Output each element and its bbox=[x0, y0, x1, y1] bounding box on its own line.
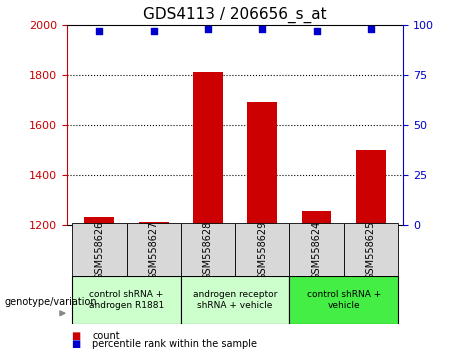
Text: percentile rank within the sample: percentile rank within the sample bbox=[92, 339, 257, 349]
Text: GSM558626: GSM558626 bbox=[95, 221, 104, 280]
Bar bbox=[72, 223, 127, 278]
Text: ■: ■ bbox=[71, 339, 81, 349]
Text: genotype/variation: genotype/variation bbox=[5, 297, 97, 307]
Text: androgen receptor
shRNA + vehicle: androgen receptor shRNA + vehicle bbox=[193, 290, 278, 310]
Bar bbox=[290, 276, 398, 324]
Text: GSM558627: GSM558627 bbox=[149, 221, 159, 280]
Bar bbox=[139, 222, 169, 225]
Bar bbox=[193, 72, 223, 225]
Text: count: count bbox=[92, 331, 120, 341]
Text: GSM558628: GSM558628 bbox=[203, 221, 213, 280]
Text: control shRNA +
vehicle: control shRNA + vehicle bbox=[307, 290, 381, 310]
Bar bbox=[181, 223, 235, 278]
Bar bbox=[356, 150, 386, 225]
Point bbox=[259, 26, 266, 32]
Point bbox=[313, 28, 320, 34]
Text: ■: ■ bbox=[71, 331, 81, 341]
Point bbox=[367, 26, 374, 32]
Bar bbox=[247, 102, 277, 225]
Point bbox=[204, 26, 212, 32]
Bar bbox=[301, 211, 331, 225]
Point bbox=[96, 28, 103, 34]
Point bbox=[150, 28, 157, 34]
Bar bbox=[290, 223, 343, 278]
Text: GSM558629: GSM558629 bbox=[257, 221, 267, 280]
Bar bbox=[72, 276, 181, 324]
Text: GSM558624: GSM558624 bbox=[312, 221, 321, 280]
Title: GDS4113 / 206656_s_at: GDS4113 / 206656_s_at bbox=[143, 7, 327, 23]
Text: GSM558625: GSM558625 bbox=[366, 221, 376, 280]
Text: control shRNA +
androgen R1881: control shRNA + androgen R1881 bbox=[89, 290, 164, 310]
Bar bbox=[343, 223, 398, 278]
Bar bbox=[127, 223, 181, 278]
Bar bbox=[235, 223, 290, 278]
Bar bbox=[181, 276, 290, 324]
Bar bbox=[84, 217, 114, 225]
